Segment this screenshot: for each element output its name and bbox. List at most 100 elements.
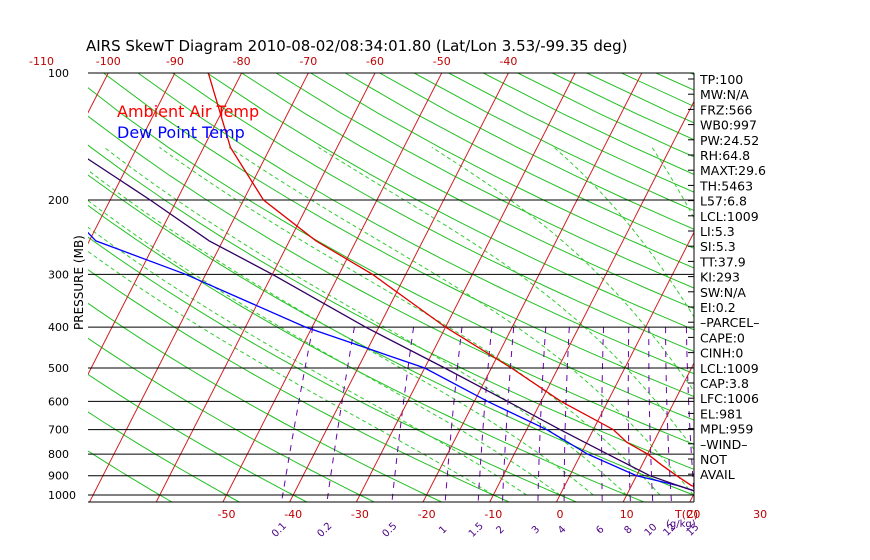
pressure-tick-label: 600 xyxy=(48,395,69,408)
dry-adiabat-line xyxy=(344,73,694,249)
mixing-ratio-line xyxy=(783,327,804,504)
stat-item: AVAIL xyxy=(700,467,735,482)
series-layer xyxy=(88,73,694,492)
mixing-ratio-tick-label: 0.5 xyxy=(380,521,399,540)
ambient-air-temp-line xyxy=(207,73,694,488)
y-axis-label: PRESSURE (MB) xyxy=(72,235,86,330)
isotherm-line xyxy=(422,73,643,502)
x-unit-label: T(C) xyxy=(674,508,698,521)
dry-adiabat-line xyxy=(483,73,694,176)
top-temp-tick-label: -110 xyxy=(29,55,54,68)
stat-item: FRZ:566 xyxy=(700,102,753,117)
mixing-ratio-line xyxy=(648,327,654,502)
mixing-ratio-line xyxy=(537,327,547,502)
stat-item: LCL:1009 xyxy=(700,209,759,224)
bottom-temp-tick-label: 0 xyxy=(557,508,564,521)
mixing-ratio-tick-label: 1.5 xyxy=(467,521,486,540)
stat-item: L57:6.8 xyxy=(700,194,747,209)
mixing-ratio-line xyxy=(754,327,771,504)
dry-adiabat-line xyxy=(88,450,173,502)
dry-adiabat-line xyxy=(88,302,443,502)
pressure-tick-label: 900 xyxy=(48,470,69,483)
stat-item: LI:5.3 xyxy=(700,224,735,239)
legend-ambient-air-temp: Ambient Air Temp xyxy=(117,102,259,121)
isotherm-line xyxy=(289,73,509,502)
dry-adiabat-line xyxy=(172,73,694,352)
dry-adiabat-line xyxy=(310,73,694,269)
dry-adiabat-line xyxy=(88,204,646,502)
dry-adiabat-line xyxy=(88,174,694,496)
stat-item: MW:N/A xyxy=(700,87,749,102)
dry-adiabat-line xyxy=(88,115,694,445)
pressure-tick-label: 700 xyxy=(48,424,69,437)
mixing-ratio-tick-label: 0.1 xyxy=(270,521,289,540)
pressure-tick-label: 400 xyxy=(48,321,69,334)
stat-item: EI:0.2 xyxy=(700,300,736,315)
stat-item: RH:64.8 xyxy=(700,148,750,163)
isotherm-line xyxy=(756,54,870,504)
bottom-temp-tick-label: -50 xyxy=(218,508,236,521)
moist-adiabat-line xyxy=(88,226,527,496)
dry-adiabat-line xyxy=(863,73,870,504)
bottom-temp-tick-label: 30 xyxy=(753,508,767,521)
dry-adiabat-line xyxy=(448,73,694,193)
stat-item: NOT xyxy=(700,452,727,467)
mixing-ratio-line xyxy=(280,327,314,502)
top-temp-tick-label: -100 xyxy=(96,55,121,68)
mixing-ratio-line xyxy=(563,327,570,502)
mixing-ratio-line xyxy=(444,327,463,502)
mixing-ratio-line xyxy=(391,327,415,502)
stat-item: MAXT:29.6 xyxy=(700,163,766,178)
stat-item: PW:24.52 xyxy=(700,133,759,148)
isotherm-line xyxy=(88,73,309,502)
dry-adiabat-line xyxy=(88,144,694,470)
moist-adiabat-line xyxy=(553,146,694,318)
stat-item: –PARCEL– xyxy=(700,315,759,330)
dew-point-temp-line xyxy=(88,231,694,492)
dry-adiabat-line xyxy=(241,73,694,310)
stat-item: EL:981 xyxy=(700,406,743,421)
stat-item: TP:100 xyxy=(699,72,743,87)
pressure-tick-label: 100 xyxy=(48,67,69,80)
stat-item: SW:N/A xyxy=(700,285,746,300)
mixing-ratio-tick-label: 2 xyxy=(494,524,506,536)
moist-adiabat-line xyxy=(228,146,694,496)
isotherm-line xyxy=(0,54,51,504)
mixing-ratio-tick-label: 10 xyxy=(643,522,660,539)
bottom-temp-tick-label: -40 xyxy=(284,508,302,521)
stat-item: CAP:3.8 xyxy=(700,376,749,391)
stat-item: KI:293 xyxy=(700,270,740,285)
pressure-tick-label: 300 xyxy=(48,268,69,281)
chart-title: AIRS SkewT Diagram 2010-08-02/08:34:01.8… xyxy=(86,37,627,55)
bottom-temp-tick-label: -20 xyxy=(418,508,436,521)
top-temp-tick-label: -90 xyxy=(166,55,184,68)
moist-adiabat-line xyxy=(88,169,594,496)
stat-item: TT:37.9 xyxy=(699,254,746,269)
mixing-ratio-tick-label: 8 xyxy=(622,524,634,536)
stat-item: WB0:997 xyxy=(700,118,757,133)
bottom-temp-tick-label: -30 xyxy=(351,508,369,521)
dry-adiabat-line xyxy=(760,73,870,504)
parcel-line xyxy=(88,158,694,492)
stat-item: LFC:1006 xyxy=(700,391,759,406)
stat-item: SI:5.3 xyxy=(700,239,736,254)
top-temp-tick-label: -40 xyxy=(499,55,517,68)
mixing-ratio-tick-label: 1 xyxy=(437,524,449,536)
mixing-ratio-tick-label: 6 xyxy=(594,524,606,536)
pressure-tick-label: 500 xyxy=(48,362,69,375)
isotherm-line xyxy=(88,73,243,376)
mixing-unit-label: (g/kg) xyxy=(666,519,696,530)
pressure-tick-label: 200 xyxy=(48,194,69,207)
dry-adiabat-line xyxy=(137,73,694,375)
dry-adiabat-line xyxy=(829,73,870,504)
moist-adiabat-line xyxy=(431,146,694,393)
dry-adiabat-line xyxy=(88,337,376,502)
stat-item: –WIND– xyxy=(700,437,748,452)
isotherm-line xyxy=(822,54,870,504)
stat-item: LCL:1009 xyxy=(700,361,759,376)
bottom-temp-tick-label: 20 xyxy=(686,508,700,521)
isotherm-line xyxy=(222,73,443,502)
stat-item: CINH:0 xyxy=(700,346,743,361)
mixing-ratio-line xyxy=(477,327,493,502)
